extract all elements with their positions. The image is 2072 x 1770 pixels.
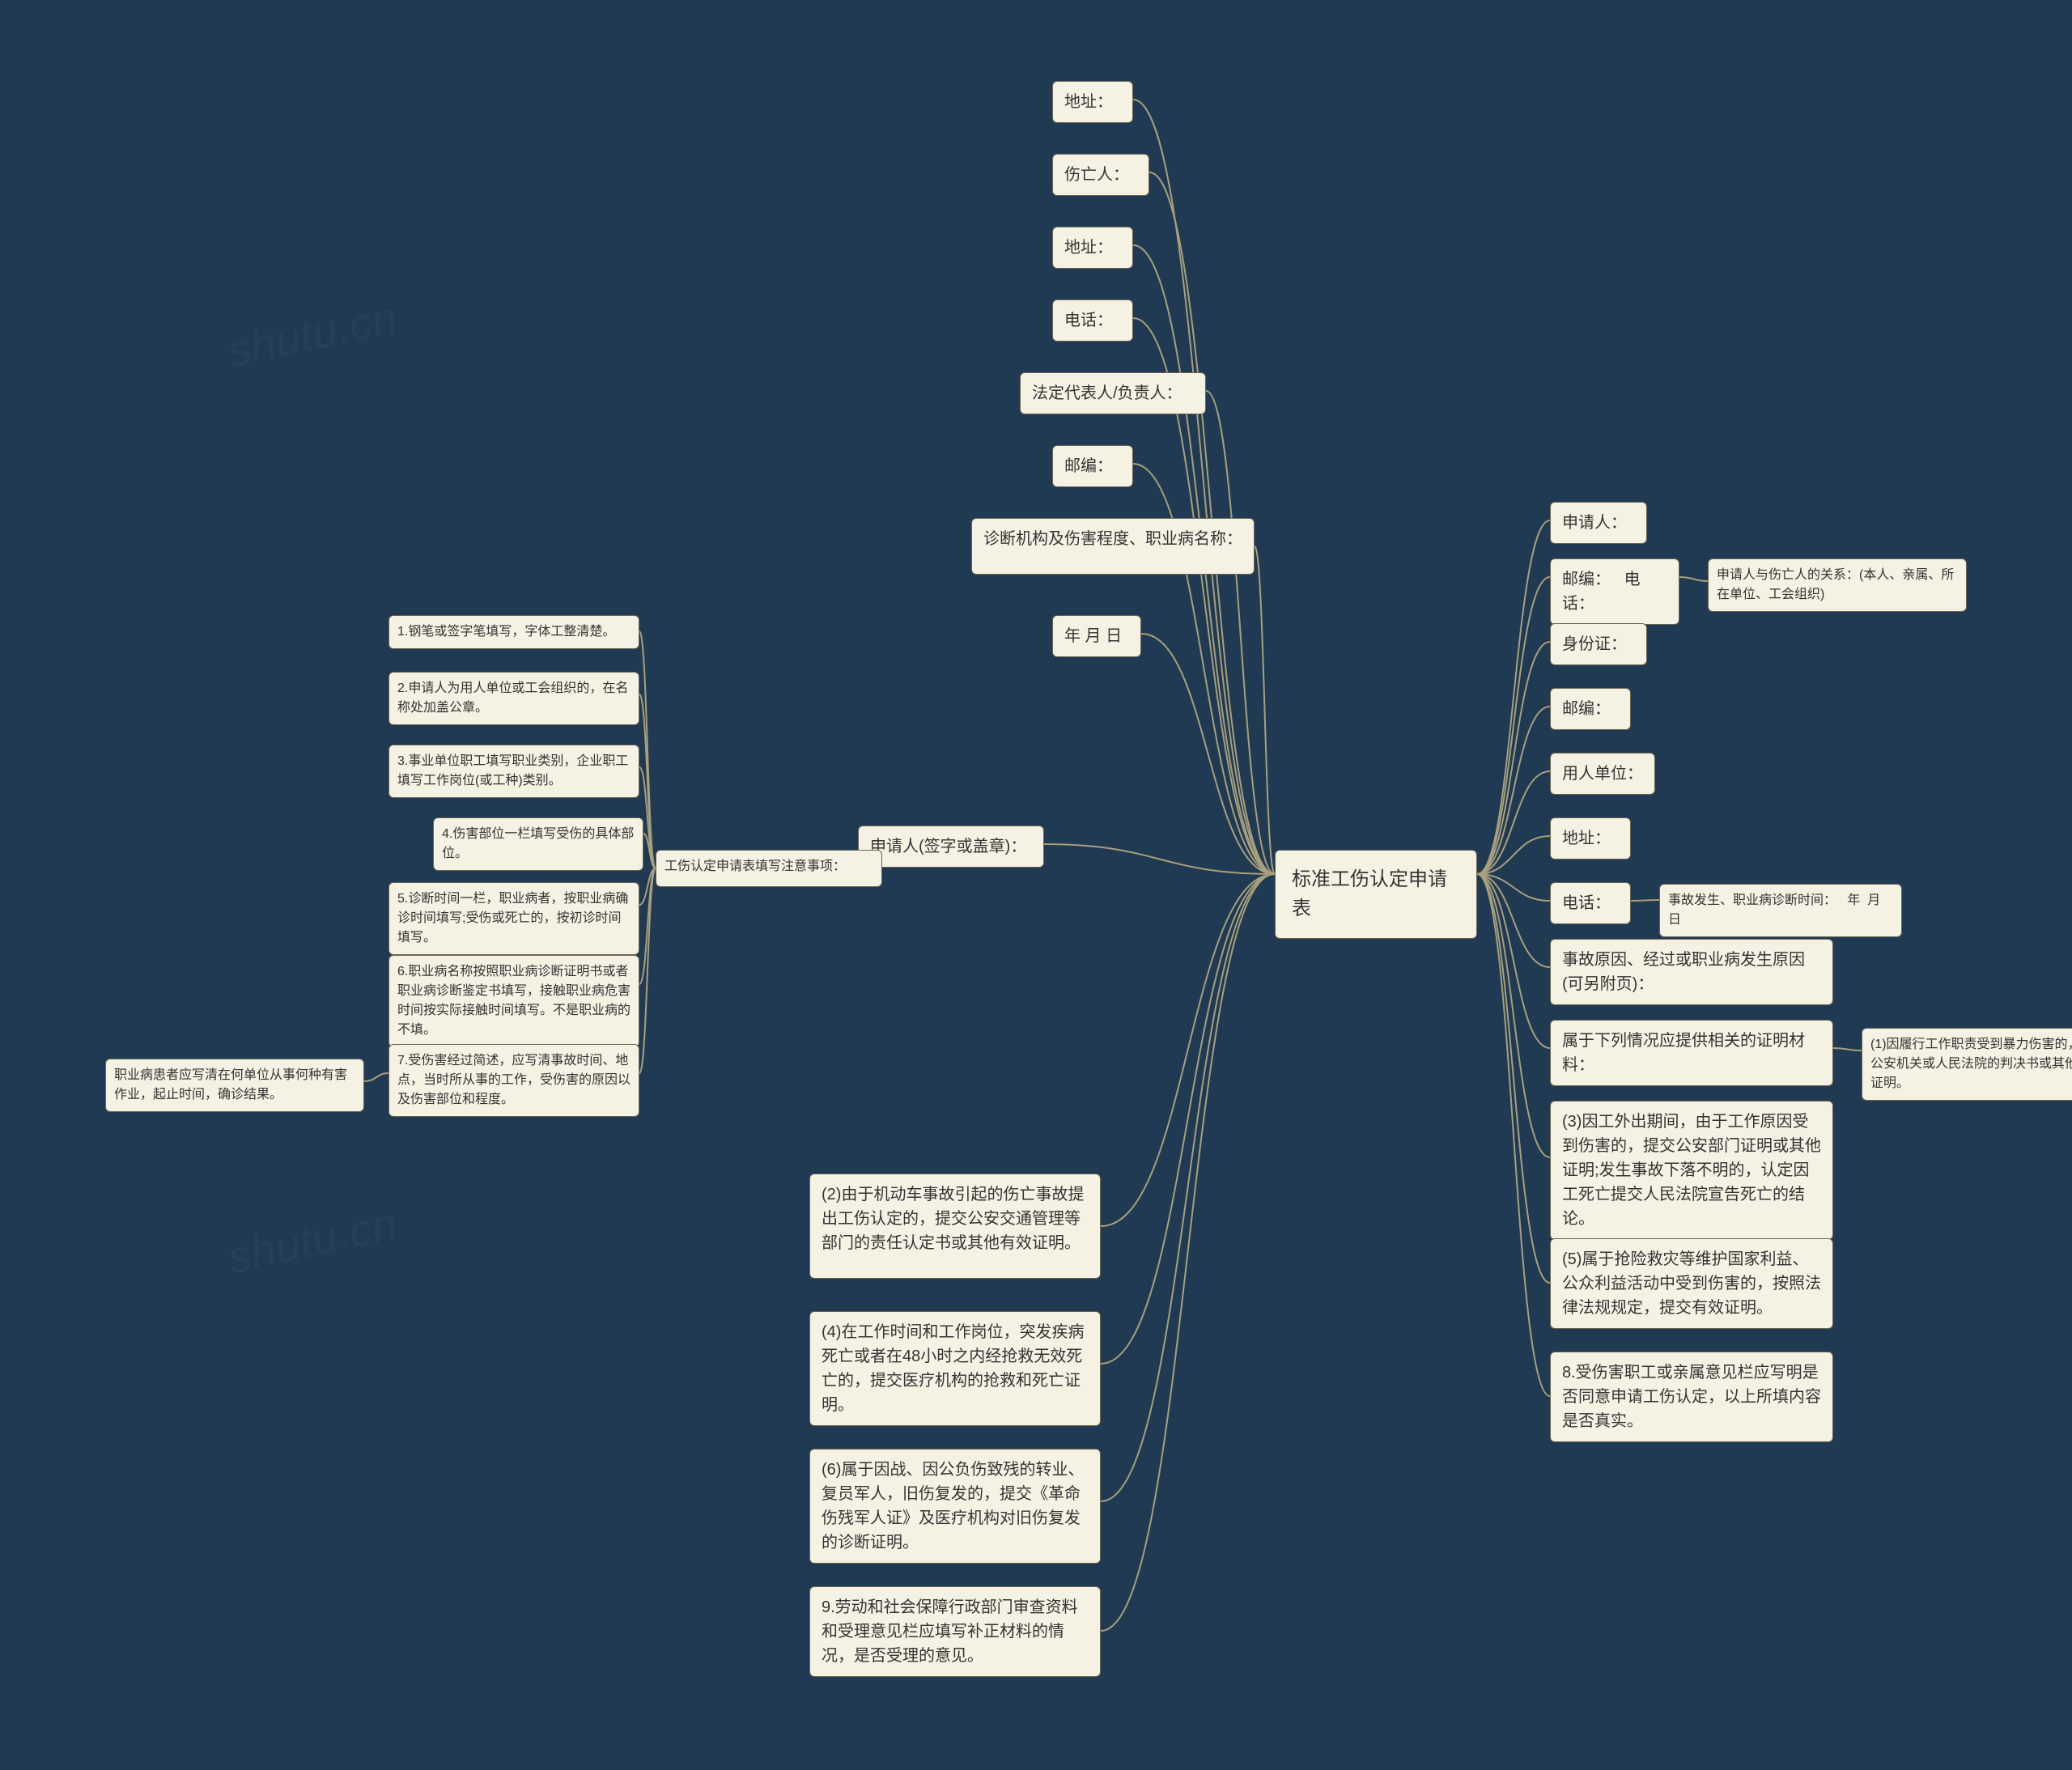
r12-node: 8.受伤害职工或亲属意见栏应写明是否同意申请工伤认定，以上所填内容是否真实。	[1550, 1352, 1833, 1442]
r1-node: 申请人：	[1550, 502, 1647, 544]
n3-node: 3.事业单位职工填写职业类别，企业职工填写工作岗位(或工种)类别。	[388, 745, 639, 798]
n7b-node: 职业病患者应写清在何单位从事何种有害作业，起止时间，确诊结果。	[105, 1059, 364, 1112]
lu8-node: 年 月 日	[1052, 615, 1141, 657]
n7-node: 7.受伤害经过简述，应写清事故时间、地点，当时所从事的工作，受伤害的原因以及伤害…	[388, 1044, 639, 1117]
ll4-node: 9.劳动和社会保障行政部门审查资料和受理意见栏应填写补正材料的情况，是否受理的意…	[809, 1586, 1101, 1677]
ll3-node: (6)属于因战、因公负伤致残的转业、复员军人，旧伤复发的，提交《革命伤残军人证》…	[809, 1449, 1101, 1564]
lu1-node: 地址：	[1052, 81, 1133, 123]
r2b-node: 申请人与伤亡人的关系：(本人、亲属、所在单位、工会组织)	[1708, 558, 1967, 612]
lu6-node: 邮编：	[1052, 445, 1133, 487]
r8-node: 事故原因、经过或职业病发生原因(可另附页)：	[1550, 939, 1833, 1005]
lu2-node: 伤亡人：	[1052, 154, 1149, 196]
lu3-node: 地址：	[1052, 227, 1133, 269]
r10-node: (3)因工外出期间，由于工作原因受到伤害的，提交公安部门证明或其他证明;发生事故…	[1550, 1101, 1833, 1240]
ll1-node: (2)由于机动车事故引起的伤亡事故提出工伤认定的，提交公安交通管理等部门的责任认…	[809, 1174, 1101, 1279]
watermark: shutu.cn	[223, 1197, 402, 1284]
r7b-node: 事故发生、职业病诊断时间： 年 月 日	[1659, 884, 1902, 937]
lu7-node: 诊断机构及伤害程度、职业病名称：	[971, 518, 1255, 575]
root-node: 标准工伤认定申请表	[1275, 850, 1477, 939]
nh-node: 工伤认定申请表填写注意事项：	[656, 850, 882, 887]
n6-node: 6.职业病名称按照职业病诊断证明书或者职业病诊断鉴定书填写，接触职业病危害时间按…	[388, 955, 639, 1047]
r9b-node: (1)因履行工作职责受到暴力伤害的，提交公安机关或人民法院的判决书或其他有效证明…	[1862, 1028, 2072, 1101]
ap-node: 申请人(签字或盖章)：	[858, 826, 1044, 868]
r2-node: 邮编： 电话：	[1550, 558, 1679, 625]
r9-node: 属于下列情况应提供相关的证明材料：	[1550, 1020, 1833, 1086]
r3-node: 身份证：	[1550, 623, 1647, 665]
watermark: shutu.cn	[223, 291, 402, 378]
ll2-node: (4)在工作时间和工作岗位，突发疾病死亡或者在48小时之内经抢救无效死亡的，提交…	[809, 1311, 1101, 1426]
r11-node: (5)属于抢险救灾等维护国家利益、公众利益活动中受到伤害的，按照法律法规规定，提…	[1550, 1238, 1833, 1329]
r4-node: 邮编：	[1550, 688, 1631, 730]
n2-node: 2.申请人为用人单位或工会组织的，在名称处加盖公章。	[388, 672, 639, 725]
n5-node: 5.诊断时间一栏，职业病者，按职业病确诊时间填写;受伤或死亡的，按初诊时间填写。	[388, 882, 639, 955]
n4-node: 4.伤害部位一栏填写受伤的具体部位。	[433, 817, 643, 871]
n1-node: 1.钢笔或签字笔填写，字体工整清楚。	[388, 615, 639, 649]
lu5-node: 法定代表人/负责人：	[1020, 372, 1206, 414]
r6-node: 地址：	[1550, 817, 1631, 860]
lu4-node: 电话：	[1052, 299, 1133, 342]
r5-node: 用人单位：	[1550, 753, 1655, 795]
r7-node: 电话：	[1550, 882, 1631, 924]
